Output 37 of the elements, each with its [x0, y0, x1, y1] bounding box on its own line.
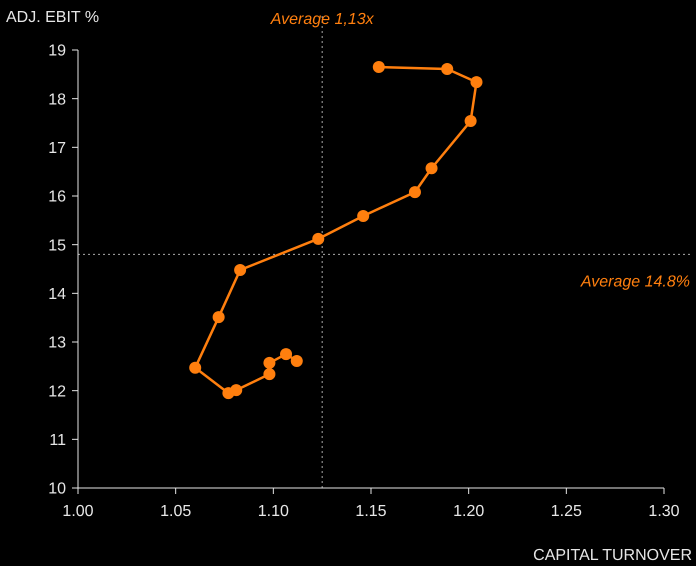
point — [312, 232, 324, 245]
x-tick-label: 1.05 — [160, 503, 192, 520]
y-tick-label: 15 — [48, 237, 66, 254]
ref-line-label: Average 1,13x — [270, 11, 375, 28]
y-tick-label: 14 — [48, 286, 66, 303]
x-tick-label: 1.25 — [550, 503, 582, 520]
y-tick-label: 13 — [48, 334, 66, 352]
y-tick-label: 19 — [48, 42, 66, 60]
point — [263, 356, 276, 369]
x-tick-label: 1.30 — [648, 503, 680, 520]
point — [408, 186, 421, 198]
point — [441, 62, 454, 75]
y-tick-label: 18 — [48, 91, 66, 108]
y-tick-label: 16 — [48, 188, 66, 206]
ref-line-label: Average 14.8% — [580, 273, 690, 290]
y-tick-label: 17 — [48, 140, 66, 157]
y-tick-label: 11 — [49, 432, 66, 449]
point — [222, 387, 234, 400]
point — [234, 264, 246, 276]
y-tick-label: 12 — [48, 383, 66, 400]
point — [189, 362, 202, 374]
x-tick-label: 1.00 — [62, 503, 94, 520]
point — [470, 76, 482, 88]
point — [280, 348, 292, 360]
y-tick-label: 10 — [48, 480, 66, 498]
y-axis-title: ADJ. EBIT % — [6, 9, 100, 26]
point — [357, 210, 370, 222]
x-tick-label: 1.20 — [453, 503, 484, 520]
point — [426, 162, 438, 174]
point — [263, 368, 276, 380]
point — [372, 61, 385, 74]
point — [290, 354, 303, 367]
point — [464, 115, 477, 128]
x-axis-title: CAPITAL TURNOVER — [533, 547, 692, 564]
x-tick-label: 1.15 — [355, 503, 387, 520]
x-tick-label: 1.10 — [258, 503, 290, 520]
point — [212, 311, 225, 324]
